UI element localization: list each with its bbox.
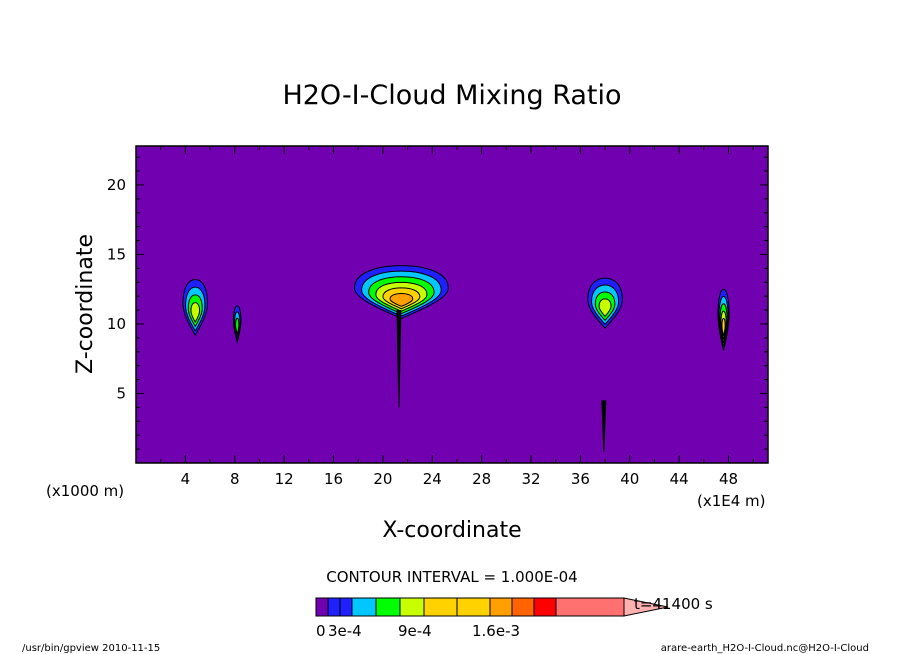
colorbar-segment — [456, 597, 491, 617]
x-tick-label: 20 — [373, 470, 392, 488]
time-label: t=41400 s — [634, 595, 713, 613]
y-tick-label: 5 — [116, 384, 126, 402]
colorbar-segment — [315, 597, 329, 617]
x-tick-label: 4 — [181, 470, 191, 488]
contour-band — [389, 293, 414, 307]
colorbar-segment — [511, 597, 535, 617]
cloud-cell — [182, 278, 209, 337]
x-tick-label: 48 — [719, 470, 738, 488]
colorbar-segment — [555, 597, 625, 617]
colorbar-tick-label: 9e-4 — [398, 622, 432, 640]
x-tick-label: 16 — [324, 470, 343, 488]
x-tick-label: 28 — [472, 470, 491, 488]
x-scale-note: (x1E4 m) — [697, 492, 766, 510]
colorbar-segment — [489, 597, 513, 617]
colorbar-segment — [375, 597, 401, 617]
chart-title: H2O-I-Cloud Mixing Ratio — [282, 80, 621, 111]
cloud-cell — [717, 288, 730, 351]
y-tick-label: 20 — [107, 176, 126, 194]
x-tick-label: 12 — [275, 470, 294, 488]
colorbar-tick-label: 3e-4 — [328, 622, 362, 640]
y-axis-label: Z-coordinate — [73, 234, 98, 374]
filament — [601, 400, 607, 452]
contour-band — [190, 302, 201, 323]
x-tick-label: 32 — [521, 470, 540, 488]
x-unit-note: (x1000 m) — [46, 482, 124, 500]
footer-left: /usr/bin/gpview 2010-11-15 — [22, 643, 160, 654]
cloud-cell — [353, 265, 449, 319]
colorbar-arrow — [623, 597, 669, 617]
x-tick-label: 44 — [670, 470, 689, 488]
filament — [396, 310, 402, 408]
x-tick-label: 8 — [230, 470, 240, 488]
x-tick-label: 40 — [620, 470, 639, 488]
colorbar-tick-label: 0 — [316, 622, 326, 640]
colorbar: 0 3e-4 9e-4 1.6e-3 — [315, 597, 669, 640]
colorbar-segment — [423, 597, 458, 617]
contour-band — [235, 317, 240, 337]
y-tick-label: 15 — [107, 245, 126, 263]
plot-frame — [135, 145, 769, 464]
contour-band — [598, 298, 612, 318]
contour-interval-label: CONTOUR INTERVAL = 1.000E-04 — [326, 568, 577, 586]
colorbar-segment — [533, 597, 557, 617]
x-tick-label: 24 — [423, 470, 442, 488]
colorbar-segment — [339, 597, 353, 617]
colorbar-tick-label: 1.6e-3 — [472, 622, 520, 640]
x-axis-label: X-coordinate — [382, 518, 521, 543]
x-tick-label: 36 — [571, 470, 590, 488]
colorbar-segment — [351, 597, 377, 617]
colorbar-segment — [399, 597, 425, 617]
cloud-cell — [587, 277, 623, 329]
contour-band — [721, 317, 726, 336]
colorbar-segment — [327, 597, 341, 617]
footer-right: arare-earth_H2O-I-Cloud.nc@H2O-I-Cloud — [661, 643, 869, 654]
y-tick-label: 10 — [107, 315, 126, 333]
cloud-cell — [233, 305, 242, 344]
plot-background — [136, 146, 768, 463]
